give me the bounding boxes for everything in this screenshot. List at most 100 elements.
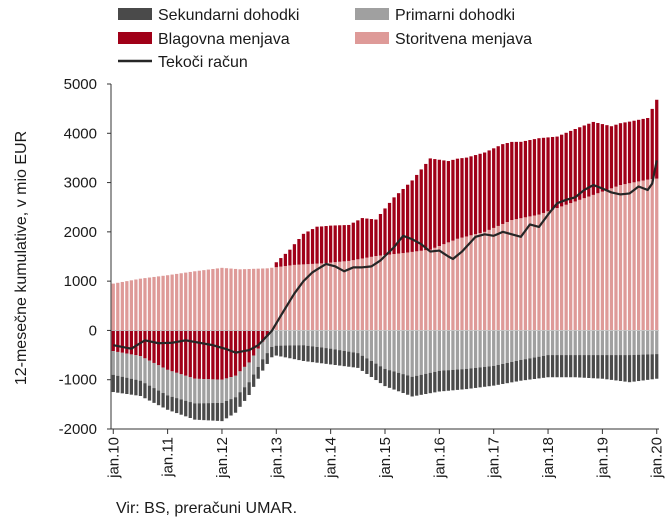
bar-primarni-39 [288, 330, 292, 346]
bar-primarni-89 [514, 330, 518, 361]
bar-sekundarni-106 [591, 355, 595, 379]
bar-sekundarni-92 [528, 358, 532, 380]
bar-storitvena-67 [415, 251, 419, 331]
bar-storitvena-118 [646, 179, 650, 331]
bar-blagovna-73 [442, 160, 446, 245]
bar-storitvena-40 [292, 264, 297, 331]
bar-sekundarni-10 [156, 390, 161, 406]
bar-primarni-76 [455, 330, 460, 370]
bar-sekundarni-97 [550, 355, 555, 378]
bar-sekundarni-50 [338, 350, 342, 366]
bar-storitvena-75 [451, 240, 455, 331]
bar-storitvena-60 [383, 255, 387, 331]
bar-storitvena-72 [437, 245, 441, 331]
bar-blagovna-56 [365, 218, 369, 258]
bar-blagovna-80 [473, 155, 478, 235]
bar-sekundarni-33 [261, 359, 265, 371]
bar-storitvena-43 [306, 264, 310, 331]
bar-primarni-45 [315, 330, 319, 347]
bar-primarni-49 [333, 330, 337, 350]
bar-primarni-65 [406, 330, 410, 376]
bar-blagovna-54 [356, 220, 360, 260]
bar-sekundarni-95 [541, 355, 546, 378]
legend-label-primarni: Primarni dohodki [395, 7, 515, 24]
bar-primarni-37 [279, 330, 283, 346]
bar-storitvena-15 [179, 273, 183, 331]
bar-primarni-107 [596, 330, 600, 356]
bar-sekundarni-79 [469, 368, 473, 389]
x-tick-label-jan.17: jan.17 [486, 437, 503, 479]
bar-blagovna-58 [374, 219, 378, 257]
bar-storitvena-46 [319, 263, 324, 331]
bar-sekundarni-47 [324, 348, 328, 364]
bar-primarni-47 [324, 330, 328, 349]
bar-primarni-61 [387, 330, 392, 371]
bar-primarni-1 [116, 351, 120, 376]
bar-storitvena-34 [265, 268, 269, 331]
bar-primarni-73 [442, 330, 446, 371]
bar-storitvena-31 [252, 268, 256, 331]
y-tick-label-1000: 1000 [64, 273, 97, 290]
bar-sekundarni-63 [396, 372, 401, 392]
bar-storitvena-3 [125, 281, 129, 331]
bar-sekundarni-23 [215, 402, 220, 421]
bar-storitvena-82 [483, 231, 487, 331]
bar-storitvena-103 [578, 199, 582, 331]
bar-primarni-60 [383, 330, 387, 369]
bar-primarni-14 [175, 372, 179, 399]
bar-sekundarni-61 [387, 370, 392, 388]
bar-blagovna-59 [378, 213, 383, 256]
bar-primarni-32 [256, 348, 260, 367]
bar-blagovna-87 [505, 143, 509, 222]
bar-primarni-120 [655, 330, 659, 355]
bar-blagovna-103 [578, 127, 582, 200]
bar-blagovna-11 [161, 330, 165, 368]
bar-primarni-104 [582, 330, 586, 356]
bar-primarni-68 [419, 330, 423, 375]
bar-storitvena-117 [641, 180, 645, 331]
bar-storitvena-73 [442, 244, 446, 331]
bar-primarni-36 [274, 330, 278, 346]
bar-sekundarni-16 [184, 400, 188, 417]
x-tick-label-jan.13: jan.13 [268, 437, 285, 479]
bar-blagovna-46 [319, 226, 324, 264]
y-tick-label-2000: 2000 [64, 224, 97, 241]
bar-primarni-24 [220, 379, 224, 403]
bar-primarni-75 [451, 330, 455, 370]
bar-storitvena-10 [156, 276, 161, 331]
bar-blagovna-75 [451, 159, 455, 241]
bar-blagovna-99 [560, 134, 564, 207]
bar-primarni-28 [238, 371, 242, 393]
bar-storitvena-77 [460, 237, 464, 331]
bar-primarni-16 [184, 375, 188, 401]
bar-primarni-63 [396, 330, 401, 373]
bar-sekundarni-37 [279, 345, 283, 357]
bar-primarni-15 [179, 374, 183, 400]
y-tick-labels: -2000 -1000 0 1000 2000 3000 4000 5000 [59, 76, 97, 438]
bar-blagovna-39 [288, 249, 292, 266]
bar-sekundarni-21 [206, 403, 210, 421]
bar-blagovna-118 [646, 118, 650, 180]
bar-primarni-78 [464, 330, 469, 369]
bar-primarni-99 [560, 330, 564, 356]
bar-blagovna-107 [596, 123, 600, 194]
bar-storitvena-24 [220, 267, 224, 331]
bar-blagovna-88 [510, 141, 514, 221]
bar-sekundarni-26 [229, 399, 233, 416]
bar-sekundarni-119 [650, 354, 654, 380]
bar-sekundarni-120 [655, 354, 659, 379]
bar-storitvena-110 [609, 188, 614, 331]
bar-primarni-18 [193, 378, 197, 404]
bar-storitvena-91 [523, 217, 528, 331]
bar-storitvena-8 [147, 277, 152, 331]
bar-primarni-70 [428, 330, 432, 373]
legend: Sekundarni dohodki Primarni dohodki Blagov… [118, 7, 532, 71]
legend-swatch-primarni [355, 8, 389, 20]
bar-sekundarni-29 [242, 387, 247, 401]
bar-sekundarni-89 [514, 360, 518, 382]
bar-primarni-46 [319, 330, 324, 348]
bar-blagovna-114 [627, 121, 632, 184]
x-tick-label-jan.11: jan.11 [160, 437, 177, 478]
bar-primarni-30 [247, 362, 251, 383]
bar-primarni-34 [265, 336, 269, 354]
